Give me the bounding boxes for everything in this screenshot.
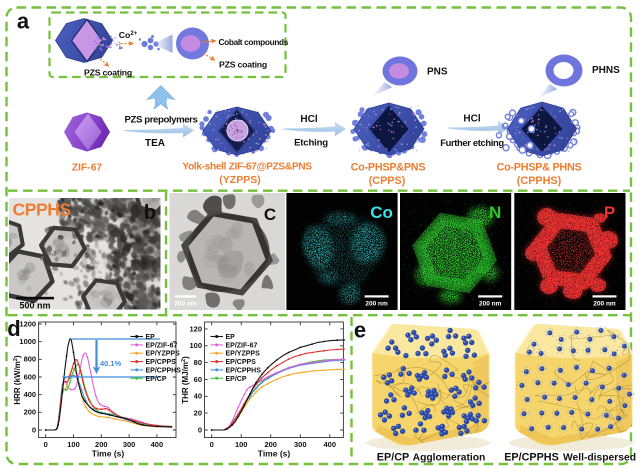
svg-text:EP/CP: EP/CP — [226, 376, 247, 383]
svg-text:PNS: PNS — [427, 67, 448, 78]
svg-text:60: 60 — [194, 375, 202, 384]
svg-text:PZS coating: PZS coating — [84, 68, 132, 78]
svg-text:1200: 1200 — [19, 319, 36, 328]
svg-text:(CPPS): (CPPS) — [369, 175, 406, 187]
svg-text:EP: EP — [146, 334, 156, 341]
svg-text:300: 300 — [294, 440, 307, 449]
svg-text:EP/CP: EP/CP — [377, 452, 409, 464]
svg-text:(YZPPS): (YZPPS) — [219, 174, 260, 186]
svg-text:Cobalt compounds: Cobalt compounds — [219, 37, 289, 47]
svg-text:CPPHS: CPPHS — [13, 200, 71, 220]
svg-text:300: 300 — [123, 440, 136, 449]
svg-text:200: 200 — [95, 440, 108, 449]
svg-text:40: 40 — [194, 392, 202, 401]
svg-text:Further etching: Further etching — [440, 137, 504, 148]
svg-text:C: C — [264, 205, 276, 224]
svg-text:20: 20 — [194, 409, 202, 418]
svg-text:EP/CPPHS: EP/CPPHS — [226, 367, 262, 374]
svg-text:1000: 1000 — [19, 337, 36, 346]
svg-text:EP/CPPS: EP/CPPS — [146, 359, 177, 366]
svg-text:HCl: HCl — [463, 114, 480, 125]
svg-text:Agglomeration: Agglomeration — [413, 453, 486, 464]
svg-text:0: 0 — [44, 440, 48, 449]
svg-text:0: 0 — [198, 425, 202, 434]
svg-text:EP/ZIF-67: EP/ZIF-67 — [146, 342, 178, 349]
svg-text:0: 0 — [210, 440, 214, 449]
svg-text:600: 600 — [24, 372, 37, 381]
svg-text:N: N — [489, 203, 501, 222]
svg-text:PZS coating: PZS coating — [219, 60, 267, 70]
svg-text:EP/YZPPS: EP/YZPPS — [146, 351, 181, 358]
svg-text:200 nm: 200 nm — [174, 301, 197, 308]
svg-text:400: 400 — [151, 440, 164, 449]
svg-text:100: 100 — [189, 341, 202, 350]
svg-text:80: 80 — [194, 358, 202, 367]
svg-text:Co-PHSP&PNS: Co-PHSP&PNS — [351, 162, 426, 174]
svg-text:200: 200 — [24, 408, 37, 417]
svg-text:Time (s): Time (s) — [92, 449, 125, 459]
svg-text:100: 100 — [235, 440, 248, 449]
svg-text:Co-PHSP& PHNS: Co-PHSP& PHNS — [497, 162, 582, 174]
svg-text:Time (s): Time (s) — [258, 449, 291, 459]
svg-text:HCl: HCl — [300, 114, 317, 125]
svg-text:HRR (kW/m2): HRR (kW/m2) — [13, 355, 22, 405]
svg-text:EP/CPPS: EP/CPPS — [226, 359, 257, 366]
svg-text:0: 0 — [32, 425, 36, 434]
svg-text:40.1%: 40.1% — [100, 359, 122, 368]
svg-text:THR (MJ/m2): THR (MJ/m2) — [181, 356, 190, 404]
svg-text:EP: EP — [226, 334, 236, 341]
svg-text:Etching: Etching — [294, 138, 328, 149]
svg-text:EP/CP: EP/CP — [146, 376, 167, 383]
svg-text:a: a — [17, 9, 30, 34]
svg-text:e: e — [354, 318, 366, 343]
svg-text:100: 100 — [67, 440, 80, 449]
svg-text:ZIF-67: ZIF-67 — [72, 163, 103, 174]
svg-text:TEA: TEA — [145, 138, 165, 149]
svg-text:Well-dispersed: Well-dispersed — [563, 453, 636, 464]
svg-text:Co: Co — [370, 203, 393, 222]
svg-text:200 nm: 200 nm — [479, 301, 502, 308]
svg-text:d: d — [7, 316, 20, 341]
svg-text:400: 400 — [24, 390, 37, 399]
svg-text:PZS prepolymers: PZS prepolymers — [125, 115, 198, 126]
svg-text:200 nm: 200 nm — [593, 301, 616, 308]
svg-text:400: 400 — [324, 440, 337, 449]
svg-text:PHNS: PHNS — [592, 65, 620, 76]
svg-text:(CPPHS): (CPPHS) — [517, 175, 562, 187]
svg-text:500 nm: 500 nm — [19, 301, 50, 311]
svg-text:Yolk-shell ZIF-67@PZS&PNS: Yolk-shell ZIF-67@PZS&PNS — [182, 162, 312, 173]
svg-text:b: b — [144, 202, 156, 224]
svg-text:200: 200 — [264, 440, 277, 449]
svg-text:800: 800 — [24, 355, 37, 364]
svg-text:EP/CPPHS: EP/CPPHS — [146, 367, 182, 374]
svg-text:Co2+: Co2+ — [119, 30, 138, 40]
svg-text:P: P — [604, 203, 615, 222]
svg-text:EP/ZIF-67: EP/ZIF-67 — [226, 342, 258, 349]
svg-text:EP/YZPPS: EP/YZPPS — [226, 351, 261, 358]
svg-text:120: 120 — [189, 324, 202, 333]
svg-text:EP/CPPHS: EP/CPPHS — [504, 452, 559, 464]
svg-text:200 nm: 200 nm — [365, 301, 388, 308]
